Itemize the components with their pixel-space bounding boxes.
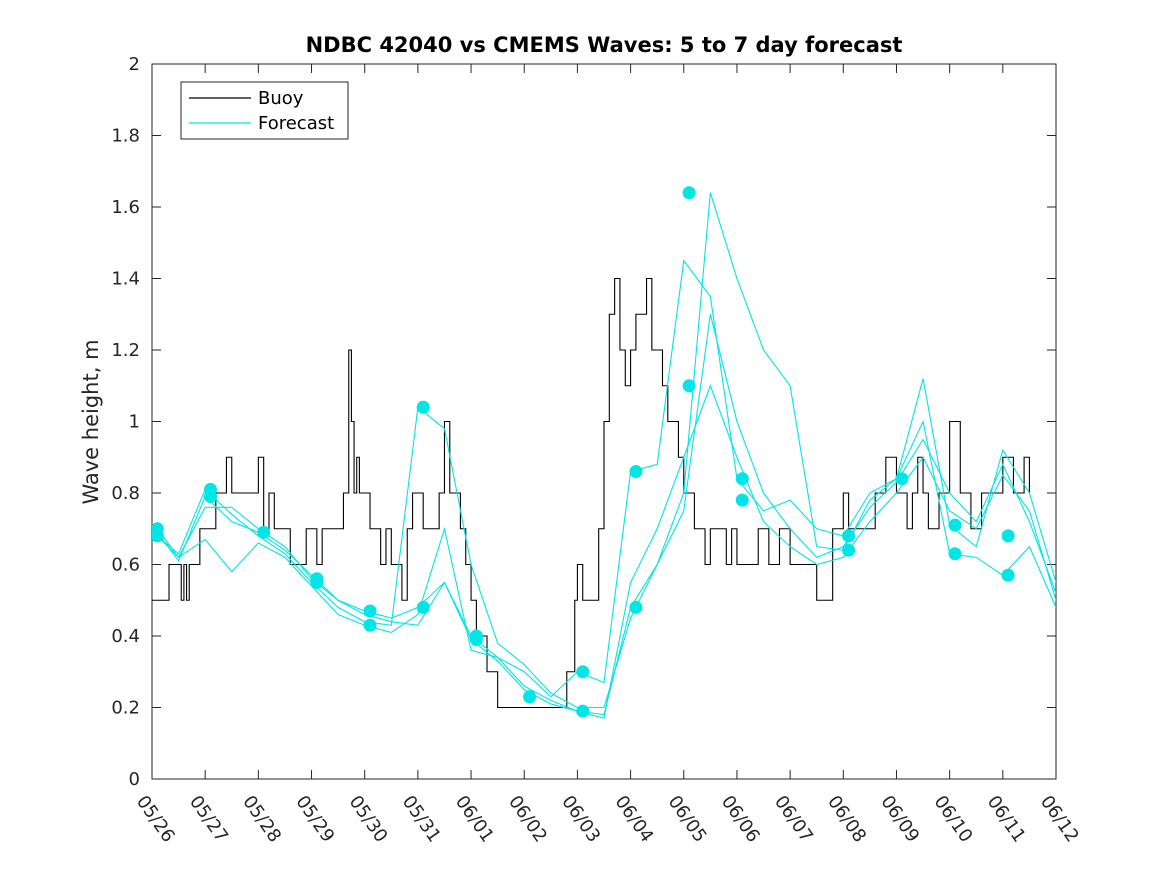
forecast-marker xyxy=(842,543,856,557)
forecast-series-line xyxy=(156,259,1056,698)
x-tick-label: 05/28 xyxy=(238,792,285,847)
forecast-marker xyxy=(576,704,590,718)
x-tick-label: 06/01 xyxy=(451,792,498,847)
x-tick-label: 05/30 xyxy=(345,792,392,847)
forecast-marker xyxy=(629,600,643,614)
y-tick-label: 0.6 xyxy=(111,555,140,576)
forecast-marker xyxy=(523,690,537,704)
forecast-marker xyxy=(363,618,377,632)
forecast-marker xyxy=(682,186,696,200)
y-tick-label: 0.2 xyxy=(111,698,140,719)
forecast-marker xyxy=(310,575,324,589)
x-tick-label: 06/02 xyxy=(504,792,551,847)
x-tick-label: 06/06 xyxy=(717,792,764,847)
forecast-marker xyxy=(416,400,430,414)
y-tick-label: 0.8 xyxy=(111,483,140,504)
x-tick-label: 05/29 xyxy=(291,792,338,847)
x-tick-label: 06/12 xyxy=(1036,792,1083,847)
legend-label: Buoy xyxy=(258,88,304,109)
forecast-marker xyxy=(257,525,271,539)
series-group xyxy=(152,186,1056,719)
forecast-marker xyxy=(576,665,590,679)
legend: Buoy Forecast xyxy=(180,81,349,140)
legend-label: Forecast xyxy=(258,113,334,134)
forecast-marker xyxy=(895,472,909,486)
forecast-series-line xyxy=(156,384,1056,719)
forecast-marker xyxy=(682,379,696,393)
forecast-marker xyxy=(203,490,217,504)
forecast-marker xyxy=(363,604,377,618)
x-tick-label: 06/07 xyxy=(770,792,817,847)
y-axis-label: Wave height, m xyxy=(79,339,103,504)
x-tick-label: 06/04 xyxy=(610,792,657,847)
x-tick-label: 06/09 xyxy=(876,792,923,847)
x-tick-label: 06/08 xyxy=(823,792,870,847)
forecast-marker xyxy=(469,633,483,647)
x-tick-label: 06/11 xyxy=(983,792,1030,847)
forecast-series-line xyxy=(156,192,1056,716)
y-tick-label: 1 xyxy=(129,412,140,433)
legend-box xyxy=(180,81,349,140)
y-tick-label: 1.8 xyxy=(111,126,140,147)
forecast-marker xyxy=(948,518,962,532)
y-tick-label: 2 xyxy=(129,54,140,75)
x-tick-label: 05/31 xyxy=(398,792,445,847)
y-tick-label: 0.4 xyxy=(111,626,140,647)
forecast-marker xyxy=(152,529,164,543)
forecast-marker xyxy=(735,472,749,486)
forecast-marker xyxy=(948,547,962,561)
x-tick-label: 06/03 xyxy=(557,792,604,847)
forecast-marker xyxy=(1001,529,1015,543)
y-tick-label: 1.2 xyxy=(111,340,140,361)
x-tick-label: 06/05 xyxy=(664,792,711,847)
x-tick-label: 05/27 xyxy=(185,792,232,847)
buoy-series-line xyxy=(152,277,1030,709)
forecast-marker xyxy=(416,600,430,614)
forecast-marker xyxy=(1001,568,1015,582)
y-tick-label: 1.4 xyxy=(111,269,140,290)
forecast-marker xyxy=(842,529,856,543)
forecast-series-line xyxy=(156,314,1056,709)
x-tick-label: 05/26 xyxy=(132,792,179,847)
x-tick-label: 06/10 xyxy=(930,792,977,847)
forecast-marker xyxy=(629,465,643,479)
forecast-marker xyxy=(735,493,749,507)
chart-title: NDBC 42040 vs CMEMS Waves: 5 to 7 day fo… xyxy=(306,33,903,57)
y-tick-label: 0 xyxy=(129,769,140,790)
y-tick-label: 1.6 xyxy=(111,197,140,218)
